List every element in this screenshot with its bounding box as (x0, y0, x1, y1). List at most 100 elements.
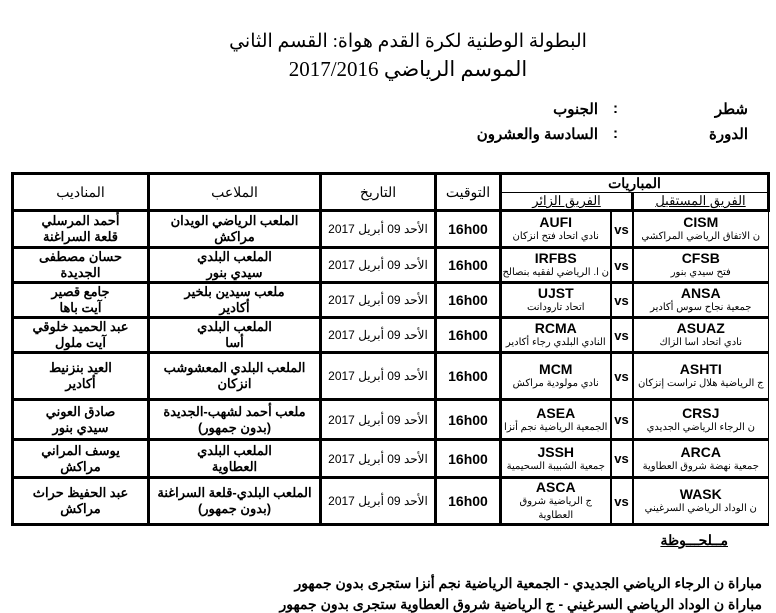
home-code: ANSA (680, 285, 721, 301)
delegate-name: عبد الحميد خلوقي (32, 319, 129, 334)
delegate: صادق العوني سيدي بنور (11, 398, 150, 441)
meta-value: الجنوب (553, 101, 598, 118)
match-time: 16h00 (434, 209, 502, 249)
delegate: جامع قصير آيت باها (11, 281, 150, 319)
delegate-city: قلعة السراغنة (42, 229, 119, 244)
home-name: ج الرياضية هلال تراست إنزكان (637, 378, 764, 389)
match-date: الأحد 09 أبريل 2017 (319, 476, 437, 526)
home-team: CRSJ ن الرجاء الرياضي الجديدي (632, 398, 769, 441)
table-row: ANSA جمعية نجاح سوس أكادير vs UJST اتحاد تار… (11, 281, 769, 319)
meta-division: شطر : الجنوب (448, 100, 748, 120)
table-row: CRSJ ن الرجاء الرياضي الجديدي vs ASEA الجمعي… (11, 398, 769, 441)
away-code: MCM (539, 361, 573, 377)
home-name: جمعية نجاح سوس أكادير (650, 302, 752, 313)
meta-label: الدورة (709, 126, 748, 143)
home-name: جمعية نهضة شروق العطاوية (642, 460, 759, 472)
stadium-city: أسا (225, 335, 244, 350)
header-matches: المباريات (499, 172, 770, 193)
match-date: الأحد 09 أبريل 2017 (319, 246, 437, 284)
home-code: ARCA (680, 443, 721, 460)
vs-label: vs (609, 281, 634, 319)
meta-separator: : (613, 125, 618, 142)
stadium-city: مراكش (214, 229, 255, 244)
away-code: ASCA (535, 479, 576, 495)
away-team: MCM نادي مولودية مراكش (500, 351, 611, 401)
note-line: مباراة ن الرجاء الرياضي الجديدي - الجمعي… (294, 575, 762, 591)
stadium-city: العطاوية (211, 458, 258, 474)
match-date: الأحد 09 أبريل 2017 (319, 438, 437, 479)
stadium-name: الملعب البلدي (197, 442, 272, 458)
away-code: JSSH (537, 443, 575, 460)
stadium-name: الملعب البلدي (197, 249, 272, 264)
vs-label: vs (609, 316, 634, 354)
season-title: الموسم الرياضي 2017/2016 (288, 57, 528, 81)
match-date: الأحد 09 أبريل 2017 (319, 281, 437, 319)
home-code: CRSJ (682, 404, 720, 421)
delegate-name: حسان مصطفى (38, 249, 123, 264)
match-date: الأحد 09 أبريل 2017 (319, 209, 437, 249)
meta-label: شطر (714, 101, 748, 118)
away-name: الجمعية الرياضية نجم أنزا (504, 421, 608, 433)
vs-label: vs (609, 351, 634, 401)
stadium: الملعب البلدي المعشوشب انزكان (147, 351, 322, 401)
match-date: الأحد 09 أبريل 2017 (319, 351, 437, 401)
home-team: WASK ن الوداد الرياضي السرغيني (632, 476, 769, 526)
table-row: ARCA جمعية نهضة شروق العطاوية vs JSSH جمعية … (11, 438, 769, 479)
away-team: IRFBS ن ا. الرياضي لفقيه بنصالح (500, 246, 611, 284)
meta-value: السادسة والعشرون (476, 126, 598, 143)
home-team: CISM ن الاتفاق الرياضي المراكشي (632, 209, 769, 249)
home-team: CFSB فتح سيدي بنور (632, 246, 769, 284)
stadium: الملعب البلدي العطاوية (147, 438, 322, 479)
vs-label: vs (609, 398, 634, 441)
stadium: الملعب البلدي أسا (147, 316, 322, 354)
delegate: أحمد المرسلي قلعة السراغنة (11, 209, 150, 249)
home-name: فتح سيدي بنور (670, 267, 731, 278)
header-away: الفريق الزائر (499, 192, 634, 212)
delegate-city: آيت باها (59, 300, 102, 315)
away-code: AUFI (539, 214, 573, 230)
home-name: نادي اتحاد اسا الزاك (659, 337, 743, 348)
stadium: ملعب أحمد لشهب-الجديدة (بدون جمهور) (147, 398, 322, 441)
delegate-name: العيد بنزنيط (49, 360, 112, 375)
stadium-name: الملعب البلدي (197, 319, 272, 334)
home-team: ANSA جمعية نجاح سوس أكادير (632, 281, 769, 319)
away-code: UJST (537, 285, 574, 301)
stadium-city: أكادير (219, 300, 250, 315)
vs-label: vs (609, 246, 634, 284)
table-row: ASHTI ج الرياضية هلال تراست إنزكان vs MCM نا… (11, 351, 769, 401)
match-time: 16h00 (434, 316, 502, 354)
home-name: ن الرجاء الرياضي الجديدي (646, 421, 755, 433)
match-date: الأحد 09 أبريل 2017 (319, 316, 437, 354)
stadium-city: سيدي بنور (206, 265, 263, 280)
header-stadium: الملاعب (147, 172, 322, 212)
match-time: 16h00 (434, 351, 502, 401)
delegate: عبد الحفيظ حراث مراكش (11, 476, 150, 526)
stadium-city: (بدون جمهور) (197, 501, 272, 516)
match-date: الأحد 09 أبريل 2017 (319, 398, 437, 441)
match-time: 16h00 (434, 476, 502, 526)
header-time: التوقيت (434, 172, 502, 212)
header-delegate: المناديب (11, 172, 150, 212)
match-time: 16h00 (434, 398, 502, 441)
table-row: CFSB فتح سيدي بنور vs IRFBS ن ا. الرياضي لفق… (11, 246, 769, 284)
delegate-name: يوسف المراني (41, 442, 120, 458)
away-team: AUFI نادي اتحاد فتح انزكان (500, 209, 611, 249)
home-team: ASUAZ نادي اتحاد اسا الزاك (632, 316, 769, 354)
stadium: ملعب سيدين بلخير أكادير (147, 281, 322, 319)
away-team: ASCA ج الرياضية شروق العطاوية (500, 476, 611, 526)
away-team: UJST اتحاد تارودانت (500, 281, 611, 319)
match-time: 16h00 (434, 246, 502, 284)
home-code: WASK (679, 486, 722, 502)
delegate-name: عبد الحفيظ حراث (32, 485, 129, 500)
vs-label: vs (609, 438, 634, 479)
away-name: نادي مولودية مراكش (512, 378, 599, 389)
delegate: عبد الحميد خلوقي آيت ملول (11, 316, 150, 354)
table-row: ASUAZ نادي اتحاد اسا الزاك vs RCMA النادي ال… (11, 316, 769, 354)
delegate-name: صادق العوني (45, 403, 116, 419)
home-code: CFSB (681, 250, 720, 266)
stadium-city: انزكان (217, 376, 252, 391)
away-name: ن ا. الرياضي لفقيه بنصالح (502, 267, 610, 278)
away-name: اتحاد تارودانت (526, 302, 585, 313)
delegate-city: مراكش (60, 501, 101, 516)
away-code: RCMA (534, 320, 577, 336)
